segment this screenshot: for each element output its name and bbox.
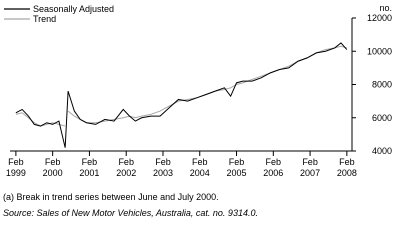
x-tick-label: Feb 2006 — [263, 157, 283, 178]
y-tick-label: 10000 — [367, 46, 392, 56]
legend-label: Trend — [33, 14, 56, 24]
y-tick-label: 12000 — [367, 13, 392, 23]
chart: no. (a) Break in trend series between Ju… — [3, 3, 392, 218]
source: Source: Sales of New Motor Vehicles, Aus… — [3, 208, 258, 218]
y-tick-label: 6000 — [372, 113, 392, 123]
legend-label: Seasonally Adjusted — [33, 4, 114, 14]
x-tick-label: Feb 2000 — [43, 157, 63, 178]
series-line — [15, 42, 348, 148]
footnote: (a) Break in trend series between June a… — [3, 192, 219, 202]
x-tick-label: Feb 2008 — [337, 157, 357, 178]
x-tick-label: Feb 2007 — [300, 157, 320, 178]
y-unit: no. — [379, 3, 392, 13]
x-tick-label: Feb 2001 — [79, 157, 99, 178]
x-tick-label: Feb 1999 — [6, 157, 26, 178]
y-tick-label: 4000 — [372, 146, 392, 156]
x-tick-label: Feb 2005 — [227, 157, 247, 178]
page: no. (a) Break in trend series between Ju… — [3, 3, 392, 218]
x-tick-label: Feb 2003 — [153, 157, 173, 178]
x-tick-label: Feb 2004 — [190, 157, 210, 178]
series-line — [15, 45, 347, 127]
y-tick-label: 8000 — [372, 80, 392, 90]
x-tick-label: Feb 2002 — [116, 157, 136, 178]
